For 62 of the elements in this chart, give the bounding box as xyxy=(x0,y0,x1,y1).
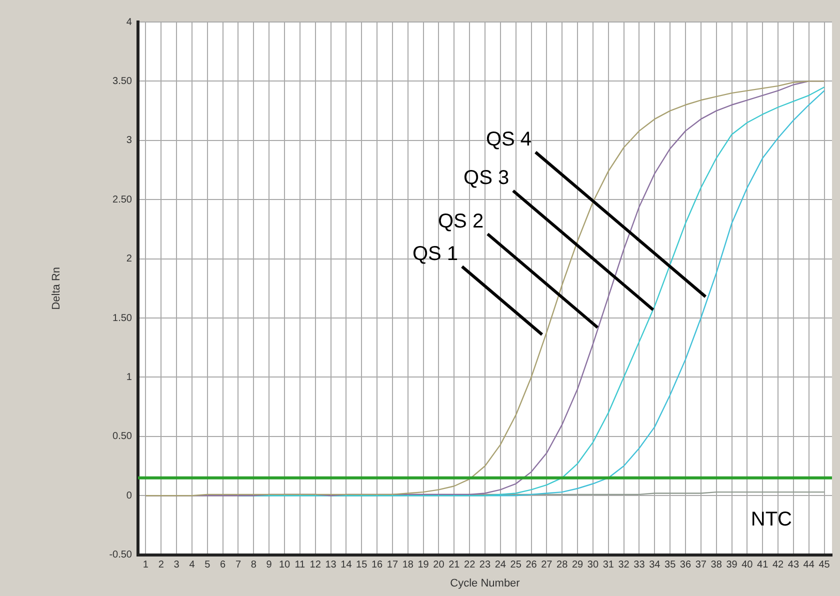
y-tick-label: -0.50 xyxy=(109,550,132,561)
y-tick-label: 1.50 xyxy=(112,312,132,324)
x-tick-label: 45 xyxy=(818,560,830,571)
x-tick-label: 21 xyxy=(448,560,460,571)
x-tick-label: 36 xyxy=(680,560,692,571)
x-tick-label: 23 xyxy=(479,560,491,571)
x-tick-label: 11 xyxy=(294,560,306,571)
x-tick-label: 6 xyxy=(220,560,226,571)
x-tick-label: 22 xyxy=(464,560,476,571)
x-axis-title: Cycle Number xyxy=(450,577,520,590)
x-tick-label: 24 xyxy=(494,560,506,571)
y-tick-label: 0.50 xyxy=(112,431,132,442)
x-tick-label: 28 xyxy=(556,560,568,571)
x-tick-label: 42 xyxy=(772,560,784,571)
x-tick-label: 13 xyxy=(325,560,337,571)
x-tick-label: 35 xyxy=(664,560,676,571)
x-tick-label: 10 xyxy=(278,560,291,571)
x-tick-label: 16 xyxy=(371,560,384,571)
x-tick-label: 3 xyxy=(174,560,180,571)
x-tick-label: 1 xyxy=(142,560,149,571)
x-tick-label: 20 xyxy=(433,560,445,571)
x-tick-label: 2 xyxy=(158,560,164,571)
x-tick-label: 34 xyxy=(649,560,661,571)
x-tick-label: 17 xyxy=(386,560,398,571)
x-tick-label: 38 xyxy=(710,560,722,571)
annotation: QS 3 xyxy=(464,167,510,190)
y-tick-label: 3 xyxy=(126,135,132,146)
x-tick-label: 9 xyxy=(266,560,272,571)
x-tick-label: 18 xyxy=(402,560,414,571)
annotation: QS 1 xyxy=(412,243,458,266)
x-tick-label: 27 xyxy=(541,560,553,571)
y-tick-label: 4 xyxy=(126,16,132,28)
x-tick-label: 7 xyxy=(235,560,242,571)
y-tick-label: 1 xyxy=(126,372,132,383)
annotation: NTC xyxy=(750,508,792,531)
x-tick-label: 15 xyxy=(356,560,368,571)
x-tick-label: 5 xyxy=(204,560,211,571)
x-tick-label: 4 xyxy=(189,560,196,571)
x-tick-label: 8 xyxy=(250,560,257,571)
y-tick-label: 3.50 xyxy=(112,76,132,87)
x-tick-label: 39 xyxy=(726,560,738,571)
x-tick-label: 43 xyxy=(788,560,800,571)
x-tick-label: 29 xyxy=(572,560,584,571)
y-tick-label: 2.50 xyxy=(112,194,132,206)
y-tick-label: 2 xyxy=(126,254,132,265)
annotation: QS 2 xyxy=(438,210,484,232)
x-tick-label: 32 xyxy=(618,560,630,571)
annotation: QS 4 xyxy=(486,128,532,151)
x-tick-label: 19 xyxy=(418,560,430,571)
x-tick-label: 44 xyxy=(803,560,815,571)
x-tick-label: 31 xyxy=(602,560,614,571)
x-tick-label: 14 xyxy=(340,560,352,571)
y-axis-title: Delta Rn xyxy=(50,267,63,310)
x-tick-label: 12 xyxy=(310,560,322,571)
x-tick-label: 41 xyxy=(757,560,769,571)
x-tick-label: 25 xyxy=(510,560,522,571)
x-tick-label: 30 xyxy=(587,560,599,571)
x-tick-label: 26 xyxy=(526,560,538,571)
x-tick-label: 40 xyxy=(742,560,754,571)
x-tick-label: 37 xyxy=(695,560,707,571)
x-tick-label: 33 xyxy=(634,560,646,571)
y-tick-label: 0 xyxy=(126,490,132,502)
